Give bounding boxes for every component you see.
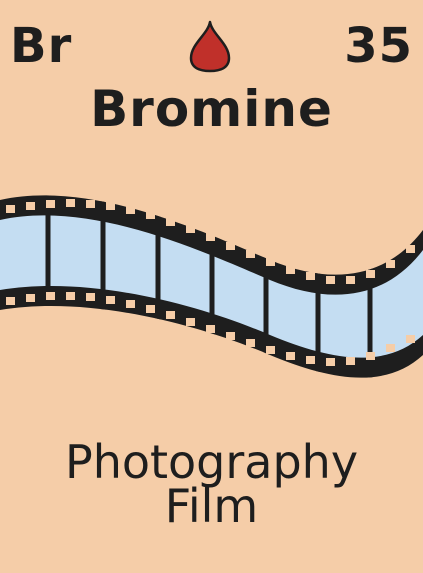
element-name: Bromine [90,80,333,138]
atomic-number: 35 [344,18,413,74]
liquid-drop-icon [189,20,231,73]
caption: Photography Film [0,435,423,533]
element-symbol: Br [10,18,73,74]
caption-line-1: Photography [64,435,359,489]
film-strip-icon [0,195,423,378]
caption-line-2: Film [164,479,259,533]
